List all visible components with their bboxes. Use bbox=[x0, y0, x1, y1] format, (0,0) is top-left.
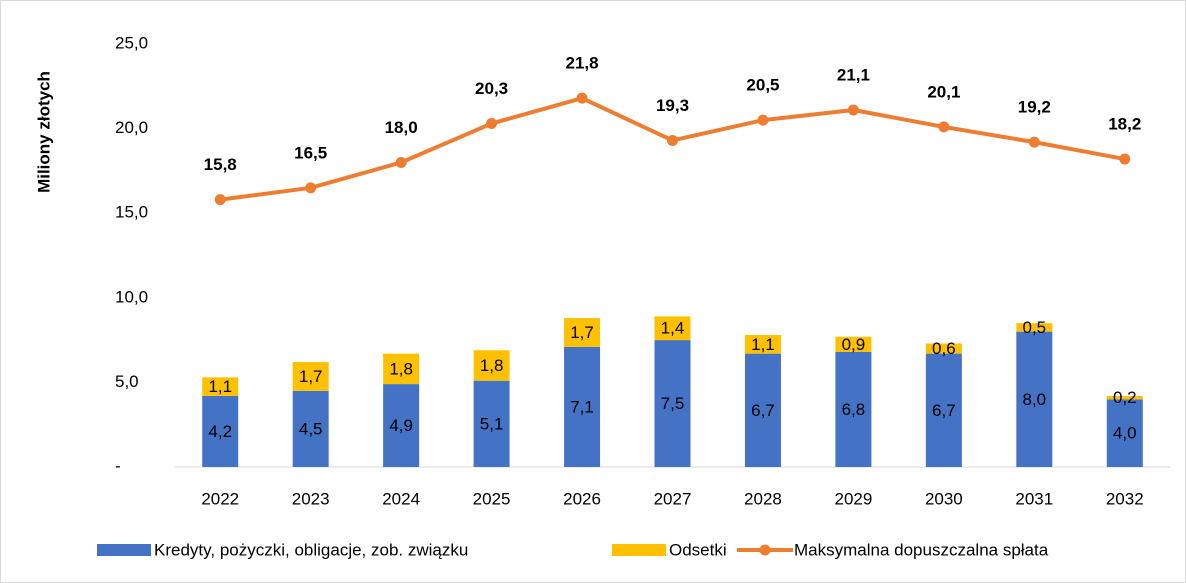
bar-segment bbox=[383, 384, 420, 467]
x-tick-label: 2025 bbox=[473, 489, 511, 508]
bar-value-label: 1,8 bbox=[389, 359, 413, 378]
bar-segment bbox=[835, 336, 872, 352]
y-tick-label: 10,0 bbox=[115, 287, 148, 306]
bar-value-label: 1,4 bbox=[661, 319, 685, 338]
line-value-label: 20,1 bbox=[927, 82, 960, 101]
x-tick-label: 2029 bbox=[834, 489, 872, 508]
line-value-label: 19,2 bbox=[1018, 98, 1051, 117]
bar-value-label: 4,2 bbox=[208, 422, 232, 441]
line-marker bbox=[305, 182, 317, 194]
bar-segment bbox=[383, 353, 420, 385]
bar-value-label: 1,7 bbox=[299, 367, 323, 386]
bar-value-label: 1,1 bbox=[751, 335, 775, 354]
bar-value-label: 0,5 bbox=[1022, 318, 1046, 337]
line-marker bbox=[1028, 136, 1040, 148]
bar-segment bbox=[202, 395, 239, 467]
bar-value-label: 1,1 bbox=[208, 377, 232, 396]
x-tick-label: 2023 bbox=[292, 489, 330, 508]
bar-segment bbox=[473, 380, 510, 467]
bar-segment bbox=[564, 346, 601, 467]
bar-value-label: 5,1 bbox=[480, 414, 504, 433]
bar-value-label: 1,8 bbox=[480, 356, 504, 375]
bar-value-label: 6,7 bbox=[751, 401, 775, 420]
x-tick-label: 2030 bbox=[925, 489, 963, 508]
bar-value-label: 0,2 bbox=[1113, 388, 1137, 407]
bar-value-label: 4,9 bbox=[389, 416, 413, 435]
line-value-label: 18,0 bbox=[385, 118, 418, 137]
line-value-label: 21,8 bbox=[565, 54, 598, 73]
x-tick-label: 2028 bbox=[744, 489, 782, 508]
bar-segment bbox=[1016, 331, 1053, 467]
x-tick-label: 2031 bbox=[1015, 489, 1053, 508]
legend-marker bbox=[759, 544, 771, 556]
y-tick-label: - bbox=[115, 456, 121, 475]
legend-label: Kredyty, pożyczki, obligacje, zob. związ… bbox=[154, 540, 468, 559]
bar-value-label: 6,7 bbox=[932, 401, 956, 420]
bar-segment bbox=[1106, 399, 1143, 467]
bar-segment bbox=[473, 350, 510, 381]
line-marker bbox=[214, 194, 226, 206]
y-tick-label: 25,0 bbox=[115, 33, 148, 52]
line-marker bbox=[486, 118, 498, 130]
legend-label: Maksymalna dopuszczalna spłata bbox=[794, 540, 1049, 559]
bar-value-label: 7,1 bbox=[570, 397, 594, 416]
bar-segment bbox=[202, 377, 239, 396]
bar-segment bbox=[925, 353, 962, 467]
bar-value-label: 4,0 bbox=[1113, 424, 1137, 443]
y-axis-label: Miliony złotych bbox=[34, 71, 53, 193]
bar-segment bbox=[564, 318, 601, 347]
y-tick-label: 20,0 bbox=[115, 118, 148, 137]
bar-segment bbox=[744, 335, 781, 354]
y-tick-label: 5,0 bbox=[115, 372, 139, 391]
legend-label: Odsetki bbox=[669, 540, 727, 559]
line-value-label: 19,3 bbox=[656, 96, 689, 115]
line-marker bbox=[667, 134, 678, 146]
bar-segment bbox=[654, 340, 691, 467]
line-marker bbox=[576, 92, 588, 104]
legend-swatch bbox=[97, 544, 151, 556]
bar-segment bbox=[744, 353, 781, 467]
bar-segment bbox=[292, 390, 329, 467]
line-value-label: 20,3 bbox=[475, 79, 508, 98]
line-marker bbox=[1119, 153, 1131, 165]
x-tick-label: 2026 bbox=[563, 489, 601, 508]
line-value-label: 16,5 bbox=[294, 143, 327, 162]
bar-value-label: 0,9 bbox=[842, 335, 866, 354]
bar-segment bbox=[1106, 395, 1143, 400]
bar-value-label: 6,8 bbox=[842, 400, 866, 419]
line-value-label: 20,5 bbox=[746, 76, 779, 95]
bar-value-label: 1,7 bbox=[570, 323, 594, 342]
bar-value-label: 7,5 bbox=[661, 394, 685, 413]
line-value-label: 15,8 bbox=[204, 155, 237, 174]
line-marker bbox=[395, 156, 407, 168]
bar-segment bbox=[1016, 323, 1053, 332]
bar-value-label: 4,5 bbox=[299, 419, 323, 438]
line-marker bbox=[757, 114, 769, 126]
legend-swatch bbox=[612, 544, 666, 556]
bar-segment bbox=[292, 362, 329, 391]
bar-value-label: 0,6 bbox=[932, 339, 956, 358]
bar-segment bbox=[835, 351, 872, 467]
bar-segment bbox=[925, 343, 962, 354]
x-tick-label: 2027 bbox=[654, 489, 692, 508]
line-value-label: 18,2 bbox=[1108, 115, 1141, 134]
line-marker bbox=[938, 121, 950, 133]
bar-segment bbox=[654, 316, 691, 341]
x-tick-label: 2032 bbox=[1106, 489, 1144, 508]
line-value-label: 21,1 bbox=[837, 65, 870, 84]
x-tick-label: 2024 bbox=[382, 489, 420, 508]
bar-value-label: 8,0 bbox=[1022, 390, 1046, 409]
line-marker bbox=[847, 104, 859, 116]
y-tick-label: 15,0 bbox=[115, 203, 148, 222]
x-tick-label: 2022 bbox=[201, 489, 239, 508]
